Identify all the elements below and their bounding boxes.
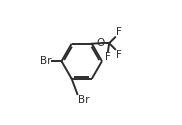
Text: F: F <box>116 27 121 37</box>
Text: Br: Br <box>78 95 89 105</box>
Text: F: F <box>105 52 111 62</box>
Text: Br: Br <box>40 56 52 66</box>
Text: O: O <box>97 38 105 48</box>
Text: F: F <box>116 50 121 60</box>
